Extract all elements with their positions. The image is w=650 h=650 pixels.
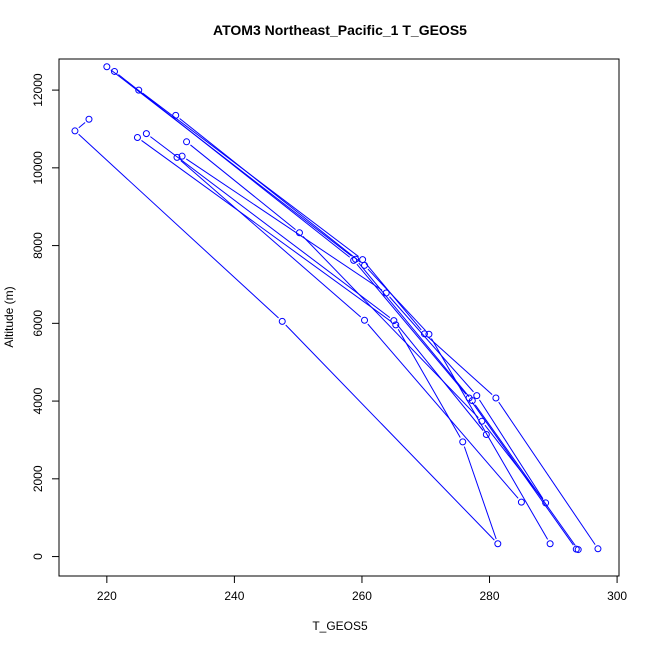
data-point [425,330,433,338]
data-point [361,261,369,269]
y-tick-label: 12000 [31,73,45,107]
data-point [390,317,398,325]
y-tick-label: 4000 [31,387,45,414]
plot-frame [58,58,620,577]
x-tick-label: 260 [352,589,372,603]
data-point [382,289,390,297]
x-tick-label: 280 [480,589,500,603]
data-point [494,540,502,548]
x-axis: 220 240 260 280 300 [97,575,627,603]
profile-segment [141,140,393,323]
data-points [71,63,602,554]
data-point [350,256,358,264]
profile-segment [479,399,544,499]
data-point [103,63,111,71]
x-axis-label: T_GEOS5 [312,619,368,633]
profile-segment [427,336,493,395]
profile-segment [302,236,479,419]
data-point [142,130,150,138]
profile-segment [150,136,391,318]
y-axis: 0 2000 4000 6000 8000 10000 12000 [31,73,60,560]
profile-segment [180,160,362,318]
data-point [459,438,467,446]
data-point [473,392,481,400]
profile-segment [367,323,519,499]
profile-lines [78,69,596,546]
profile-segment [78,133,279,319]
data-point [517,498,525,506]
data-point [542,499,550,507]
profile-segment [396,324,484,431]
profile-segment [185,158,383,291]
profile-segment [179,118,361,263]
data-point [173,153,181,161]
profile-segment [389,296,474,393]
data-point [352,255,360,263]
profile-segment [358,262,470,398]
y-axis-label: Altitude (m) [2,286,16,347]
data-point [361,316,369,324]
x-tick-label: 240 [224,589,244,603]
chart-title: ATOM3 Northeast_Pacific_1 T_GEOS5 [213,22,467,38]
y-tick-label: 0 [31,553,45,560]
data-point [278,317,286,325]
data-point [478,417,486,425]
data-point [183,138,191,146]
profile-segment [110,69,352,257]
x-tick-label: 300 [607,589,627,603]
y-tick-label: 6000 [31,310,45,337]
data-point [359,256,367,264]
data-point [420,330,428,338]
data-point [468,397,476,405]
x-tick-label: 220 [97,589,117,603]
data-point [492,394,500,402]
profile-segment [474,404,576,546]
profile-segment [285,324,495,541]
data-point [392,321,400,329]
data-point [295,229,303,237]
profile-segment [78,122,86,129]
data-point [172,111,180,119]
profile-segment [463,446,497,540]
profile-segment [498,401,596,545]
data-point [546,540,554,548]
data-point [594,545,602,553]
y-tick-label: 8000 [31,232,45,259]
data-point [135,86,143,94]
y-tick-label: 2000 [31,465,45,492]
profile-segment [431,338,549,540]
data-point [110,67,118,75]
profile-segment [397,328,461,438]
data-point [85,115,93,123]
data-point [71,127,79,135]
profile-segment [190,144,296,231]
data-point [482,431,490,439]
data-point [574,546,582,554]
y-tick-label: 10000 [31,151,45,185]
data-point [178,152,186,160]
profile-segment [484,424,543,500]
profile-segment [367,268,426,331]
data-point [133,134,141,142]
